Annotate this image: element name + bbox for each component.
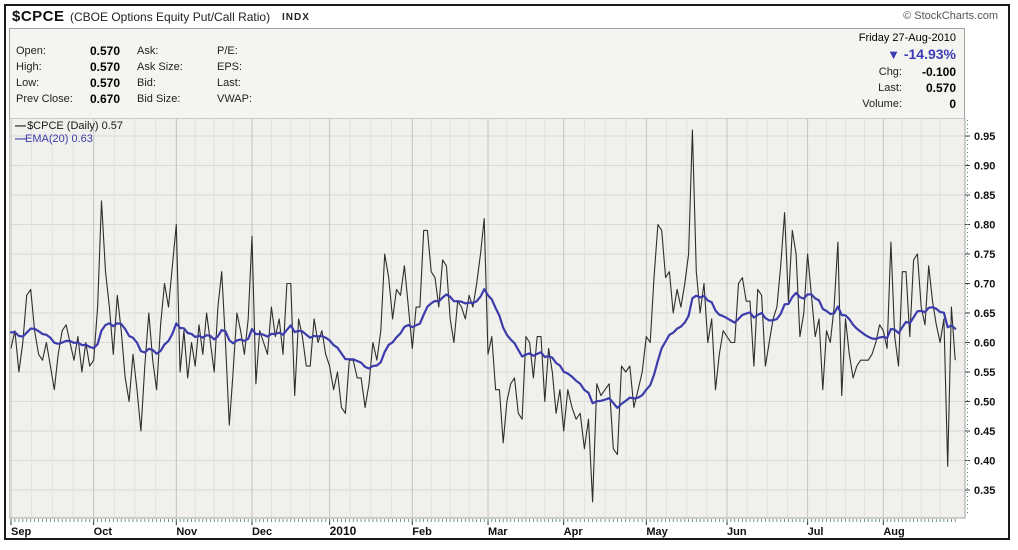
svg-text:0.65: 0.65 [974, 308, 995, 320]
chg-value: -0.100 [921, 65, 956, 79]
svg-text:Sep: Sep [11, 526, 31, 538]
chart-area: 0.95 0.90 0.85 0.80 0.75 0.70 0.65 0.60 0.55 0.50… [8, 117, 1008, 538]
volume-value: 0 [949, 97, 956, 111]
svg-text:Jun: Jun [727, 526, 747, 538]
low-label: Low: [16, 77, 40, 89]
svg-text:0.95: 0.95 [974, 131, 995, 143]
symbol-label: $CPCE [12, 8, 65, 25]
legend-daily-text: $CPCE (Daily) 0.57 [27, 120, 124, 132]
svg-text:0.40: 0.40 [974, 456, 995, 468]
svg-text:May: May [646, 526, 668, 538]
volume-label: Volume: [862, 98, 902, 110]
bid-size-label: Bid Size: [137, 93, 181, 105]
quote-panel: Friday 27-Aug-2010 Open: High: Low: Prev… [9, 28, 965, 119]
last2-value: 0.570 [925, 81, 956, 95]
legend-ema-text: EMA(20) 0.63 [25, 133, 93, 145]
svg-text:Apr: Apr [564, 526, 584, 538]
bid-label: Bid: [137, 77, 156, 89]
copyright-label: © StockCharts.com [903, 10, 998, 22]
prev-close-label: Prev Close: [16, 93, 73, 105]
ema-line-swatch-icon: — [15, 133, 26, 145]
svg-text:0.70: 0.70 [974, 279, 995, 291]
high-value: 0.570 [89, 60, 120, 74]
svg-text:0.60: 0.60 [974, 338, 995, 350]
svg-text:0.75: 0.75 [974, 249, 995, 261]
svg-text:0.45: 0.45 [974, 426, 995, 438]
down-arrow-icon: ▼ [887, 47, 900, 62]
svg-text:Jul: Jul [808, 526, 824, 538]
ask-label: Ask: [137, 45, 159, 57]
svg-text:Dec: Dec [252, 526, 272, 538]
legend-ema: —EMA(20) 0.63 [15, 133, 123, 146]
low-value: 0.570 [89, 76, 120, 90]
legend-daily: — $CPCE (Daily) 0.57 [15, 120, 123, 133]
title-bar: $CPCE (CBOE Options Equity Put/Call Rati… [6, 6, 1008, 28]
pe-label: P/E: [217, 45, 238, 57]
chart-legend: — $CPCE (Daily) 0.57 —EMA(20) 0.63 [15, 120, 123, 146]
svg-text:0.90: 0.90 [974, 161, 995, 173]
open-value: 0.570 [89, 44, 120, 58]
svg-text:2010: 2010 [330, 524, 357, 538]
prev-close-value: 0.670 [89, 92, 120, 106]
chg-label: Chg: [878, 66, 902, 78]
svg-text:Mar: Mar [488, 526, 508, 538]
svg-text:0.35: 0.35 [974, 485, 995, 497]
vwap-label: VWAP: [217, 93, 253, 105]
open-label: Open: [16, 45, 46, 57]
last2-label: Last: [878, 82, 902, 94]
chart-frame: $CPCE (CBOE Options Equity Put/Call Rati… [4, 4, 1010, 540]
svg-text:0.80: 0.80 [974, 220, 995, 232]
svg-text:Aug: Aug [883, 526, 904, 538]
svg-text:Feb: Feb [412, 526, 432, 538]
exchange-label: INDX [282, 12, 310, 23]
high-label: High: [16, 61, 42, 73]
daily-line-swatch-icon: — [15, 120, 28, 132]
price-chart-svg: 0.95 0.90 0.85 0.80 0.75 0.70 0.65 0.60 0.55 0.50… [8, 117, 995, 538]
svg-text:0.55: 0.55 [974, 367, 995, 379]
eps-label: EPS: [217, 61, 243, 73]
symbol-name: (CBOE Options Equity Put/Call Ratio) [70, 10, 271, 24]
ask-size-label: Ask Size: [137, 61, 183, 73]
svg-text:Oct: Oct [94, 526, 113, 538]
change-percent-value: -14.93% [903, 46, 956, 62]
quote-date: Friday 27-Aug-2010 [858, 32, 956, 44]
change-percent: ▼ -14.93% [887, 46, 956, 62]
svg-text:0.50: 0.50 [974, 397, 995, 409]
last-label: Last: [217, 77, 241, 89]
svg-text:Nov: Nov [176, 526, 198, 538]
svg-text:0.85: 0.85 [974, 190, 995, 202]
